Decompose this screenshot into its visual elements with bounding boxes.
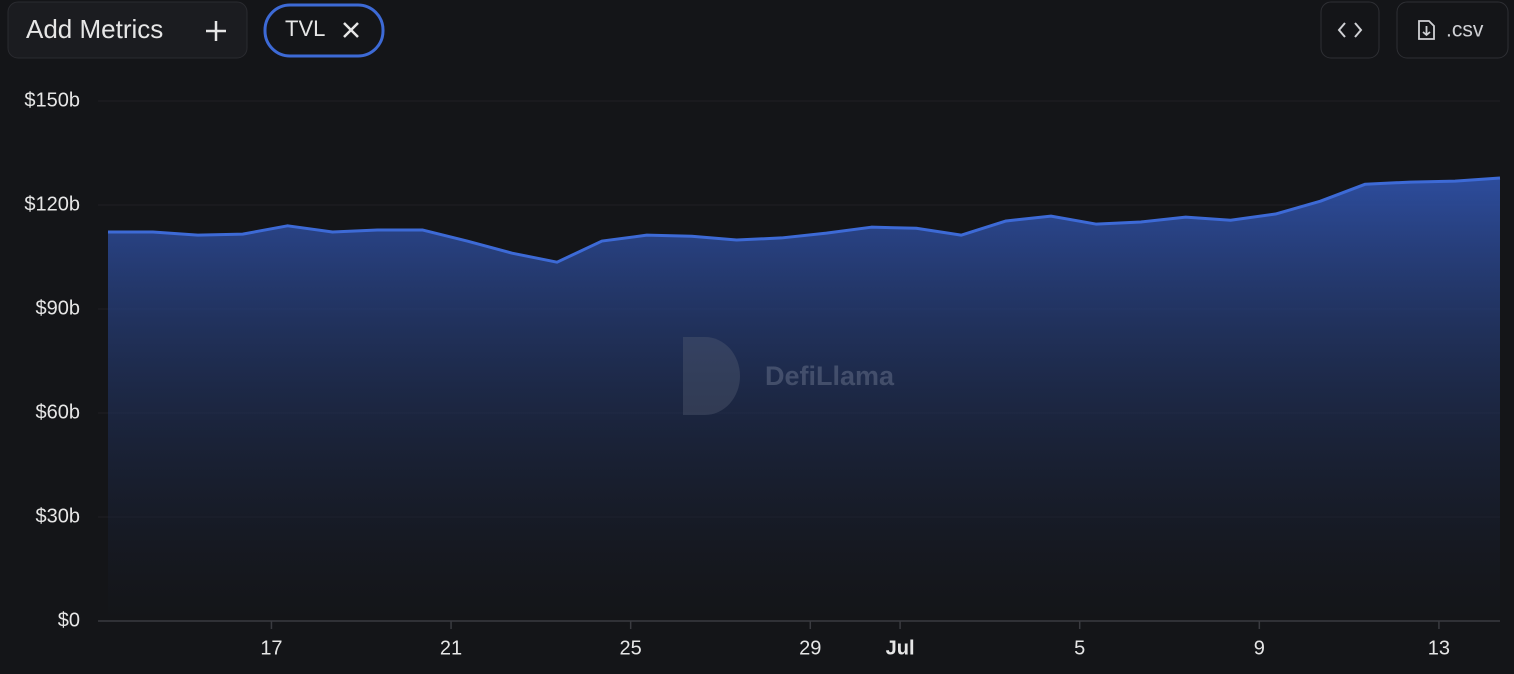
x-tick-label: 25 bbox=[620, 637, 642, 659]
line bbox=[108, 176, 1501, 264]
watermark: DefiLlama bbox=[683, 337, 895, 415]
button-bg bbox=[7, 1, 248, 59]
x-tick-label: 17 bbox=[260, 637, 282, 659]
csv-button[interactable]: .csv bbox=[1396, 1, 1509, 59]
y-tick-label: $0 bbox=[58, 609, 80, 631]
x-tick-label: Jul bbox=[886, 637, 915, 659]
file-icon bbox=[1418, 20, 1435, 40]
y-tick-label: $120b bbox=[24, 193, 80, 215]
chip-bg bbox=[263, 3, 385, 58]
watermark-logo bbox=[683, 337, 740, 415]
embed-button[interactable] bbox=[1320, 1, 1380, 59]
chip-label: TVL bbox=[285, 16, 325, 41]
button-bg bbox=[1396, 1, 1509, 59]
button-label: .csv bbox=[1446, 19, 1484, 42]
button-bg bbox=[1320, 1, 1380, 59]
button-label: Add Metrics bbox=[26, 14, 163, 44]
area bbox=[108, 177, 1500, 621]
watermark-text: DefiLlama bbox=[765, 361, 895, 391]
x-tick-label: 9 bbox=[1254, 637, 1265, 659]
x-tick-label: 29 bbox=[799, 637, 821, 659]
tvl-chip[interactable]: TVL bbox=[263, 3, 385, 58]
plus-icon bbox=[206, 21, 226, 41]
x-tick-label: 21 bbox=[440, 637, 462, 659]
y-tick-label: $30b bbox=[36, 505, 81, 527]
plot: $0 $30b $60b $90b $120b $150b 17 21 25 29 Jul 5 9 13 bbox=[24, 89, 1501, 659]
x-tick-label: 5 bbox=[1074, 637, 1085, 659]
y-tick-label: $90b bbox=[36, 297, 81, 319]
code-icon bbox=[1337, 22, 1363, 38]
add-metrics-button[interactable]: Add Metrics bbox=[7, 1, 248, 59]
close-icon bbox=[343, 22, 359, 38]
x-tick-label: 13 bbox=[1428, 637, 1450, 659]
y-tick-label: $60b bbox=[36, 401, 81, 423]
y-tick-label: $150b bbox=[24, 89, 80, 111]
